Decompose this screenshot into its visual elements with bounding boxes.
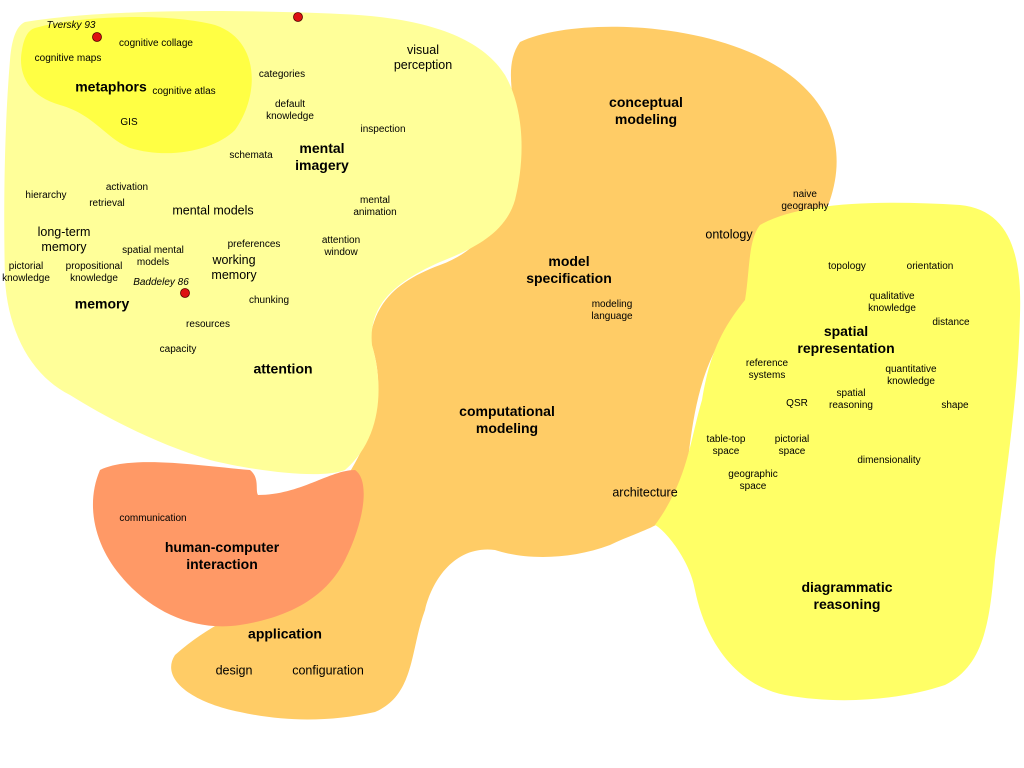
marker-top [293,12,303,22]
orientation-label: orientation [906,261,954,272]
distance-label: distance [932,317,970,328]
visual-perception-label: visual perception [393,43,453,72]
marker-baddeley [180,288,190,298]
inspection-label: inspection [360,124,406,135]
working-memory-label: working memory [211,253,257,282]
table-top-space-label: table-top space [706,434,746,457]
topology-label: topology [828,261,866,272]
quantitative-knowledge-label: quantitative knowledge [885,364,937,387]
ontology-label: ontology [705,227,753,242]
preferences-label: preferences [227,239,281,250]
cognitive-collage-label: cognitive collage [119,38,193,49]
dimensionality-label: dimensionality [857,455,921,466]
memory-label: memory [74,295,130,312]
long-term-memory-label: long-term memory [37,225,91,254]
naive-geography-label: naive geography [781,189,829,212]
reference-systems-label: reference systems [745,358,789,381]
qualitative-knowledge-label: qualitative knowledge [868,291,916,314]
pictorial-space-label: pictorial space [774,434,810,457]
geographic-space-label: geographic space [728,469,778,492]
spatial-representation-label: spatial representation [797,323,895,356]
spatial-mental-models-label: spatial mental models [122,245,184,268]
marker-tversky [92,32,102,42]
mental-imagery-label: mental imagery [295,140,349,173]
spatial-reasoning-label: spatial reasoning [829,388,873,411]
application-label: application [248,625,322,642]
cognitive-maps-label: cognitive maps [34,53,102,64]
mental-models-label: mental models [172,203,254,218]
attention-label: attention [253,360,313,377]
communication-label: communication [119,513,187,524]
mental-animation-label: mental animation [353,195,397,218]
tversky-citation: Tversky 93 [46,20,96,31]
schemata-label: schemata [229,150,273,161]
design-label: design [215,663,253,678]
default-knowledge-label: default knowledge [266,99,314,122]
cognitive-atlas-label: cognitive atlas [152,86,216,97]
computational-modeling-label: computational modeling [459,403,555,436]
gis-label: GIS [120,117,138,128]
pictorial-knowledge-label: pictorial knowledge [2,261,50,284]
model-specification-label: model specification [526,253,612,286]
baddeley-citation: Baddeley 86 [133,277,189,288]
diagrammatic-reasoning-label: diagrammatic reasoning [801,579,893,612]
categories-label: categories [258,69,306,80]
shape-label: shape [941,400,969,411]
architecture-label: architecture [612,485,678,500]
conceptual-modeling-label: conceptual modeling [609,94,683,127]
spatial-region [655,202,1021,701]
hci-label: human-computer interaction [164,539,280,572]
modeling-language-label: modeling language [591,299,633,322]
qsr-label: QSR [786,398,808,409]
chunking-label: chunking [248,295,290,306]
propositional-knowledge-label: propositional knowledge [65,261,123,284]
capacity-label: capacity [159,344,197,355]
attention-window-label: attention window [321,235,361,258]
resources-label: resources [186,319,230,330]
hci-region [92,462,364,627]
metaphors-region [20,17,252,154]
activation-label: activation [105,182,149,193]
metaphors-label: metaphors [75,78,147,95]
retrieval-label: retrieval [89,198,125,209]
hierarchy-label: hierarchy [25,190,67,201]
configuration-label: configuration [292,663,364,678]
